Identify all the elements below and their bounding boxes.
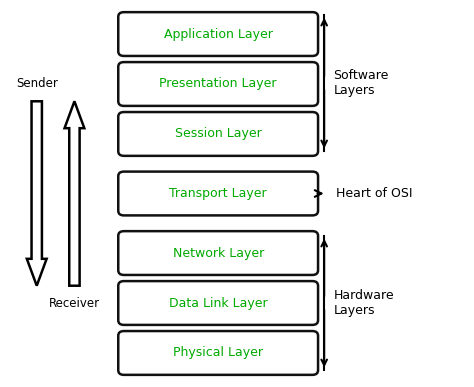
FancyBboxPatch shape	[118, 62, 318, 106]
Text: Sender: Sender	[16, 77, 58, 90]
Text: Network Layer: Network Layer	[173, 247, 264, 260]
Text: Physical Layer: Physical Layer	[173, 346, 263, 360]
Text: Session Layer: Session Layer	[175, 127, 262, 140]
Polygon shape	[64, 101, 84, 286]
FancyBboxPatch shape	[118, 12, 318, 56]
Text: Transport Layer: Transport Layer	[169, 187, 267, 200]
Text: Application Layer: Application Layer	[164, 27, 273, 41]
Text: Heart of OSI: Heart of OSI	[336, 187, 412, 200]
FancyBboxPatch shape	[118, 171, 318, 216]
Text: Data Link Layer: Data Link Layer	[169, 296, 267, 310]
FancyBboxPatch shape	[118, 281, 318, 325]
Text: Presentation Layer: Presentation Layer	[159, 77, 277, 91]
FancyBboxPatch shape	[118, 331, 318, 375]
Text: Hardware
Layers: Hardware Layers	[334, 289, 394, 317]
Text: Receiver: Receiver	[49, 297, 100, 310]
Polygon shape	[27, 101, 46, 286]
FancyBboxPatch shape	[118, 112, 318, 156]
FancyBboxPatch shape	[118, 231, 318, 275]
Text: Software
Layers: Software Layers	[334, 69, 389, 97]
